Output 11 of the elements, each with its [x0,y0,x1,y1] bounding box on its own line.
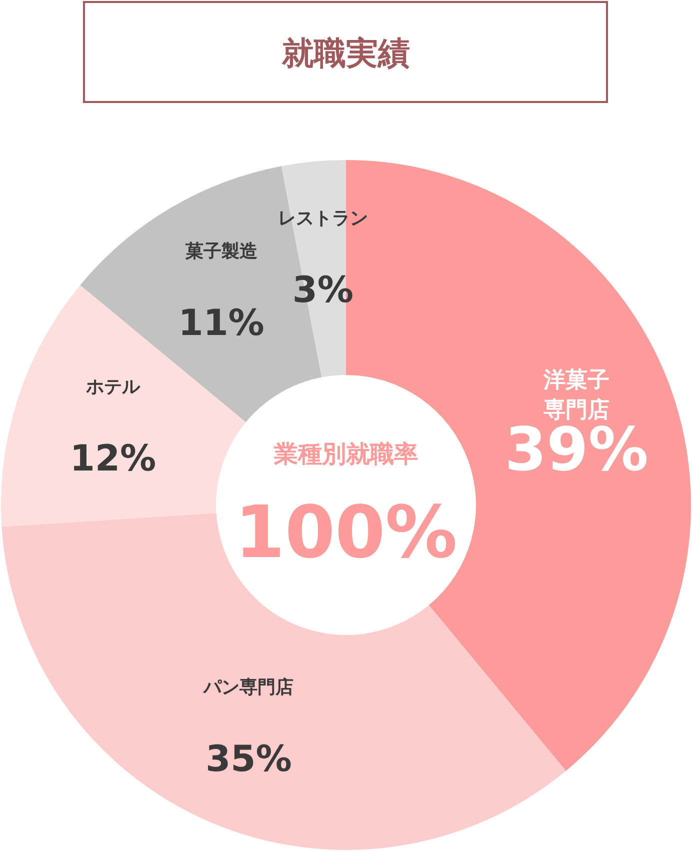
data-label: 12% [70,438,156,480]
slice-label: ホテル [84,376,141,398]
slice-label: 菓子製造 [184,241,258,262]
text: 100% [234,490,458,574]
data-label: 35% [206,738,292,780]
slice-label: パン専門店 [202,676,294,698]
data-label: 11% [178,303,264,344]
text: 業種別就職率 [273,440,418,468]
slice-label: レストラン [278,208,368,230]
data-label: 3% [292,270,354,312]
chart-title: 就職実績 [281,34,410,72]
